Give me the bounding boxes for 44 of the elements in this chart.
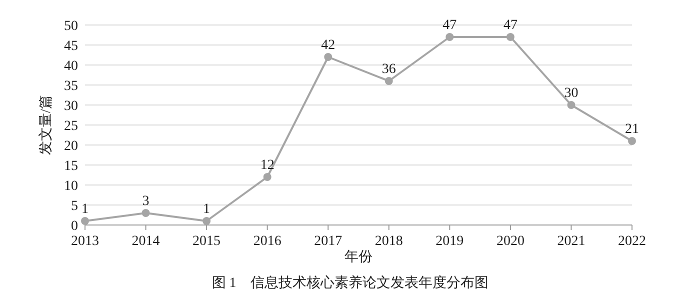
data-label: 47 xyxy=(442,18,457,33)
y-tick-label: 25 xyxy=(64,119,78,134)
y-axis-title: 发文量/篇 xyxy=(38,95,54,155)
data-label: 1 xyxy=(203,202,210,217)
point xyxy=(384,77,393,85)
data-label: 36 xyxy=(382,62,396,77)
point xyxy=(81,217,89,225)
y-tick-label: 10 xyxy=(64,179,78,194)
data-label: 3 xyxy=(142,194,150,209)
x-tick-label: 2022 xyxy=(618,234,646,249)
x-tick-label: 2020 xyxy=(496,234,524,249)
x-tick-label: 2016 xyxy=(253,234,282,249)
data-label: 1 xyxy=(82,202,88,217)
y-tick-label: 40 xyxy=(64,59,78,74)
point xyxy=(628,137,636,145)
data-label: 42 xyxy=(321,38,336,53)
point xyxy=(263,173,272,181)
x-tick-label: 2013 xyxy=(71,234,99,249)
y-tick-label: 5 xyxy=(71,199,78,214)
x-tick-label: 2017 xyxy=(314,234,342,249)
point xyxy=(506,33,514,41)
y-tick-label: 30 xyxy=(64,99,78,114)
data-label: 47 xyxy=(503,18,518,33)
point xyxy=(567,101,576,109)
point xyxy=(142,209,150,217)
x-tick-label: 2019 xyxy=(436,234,464,249)
x-tick-label: 2021 xyxy=(557,234,586,249)
y-tick-label: 0 xyxy=(71,219,78,234)
data-label: 12 xyxy=(260,158,274,173)
y-tick-label: 35 xyxy=(64,79,78,94)
y-tick-label: 45 xyxy=(64,39,78,54)
x-tick-label: 2015 xyxy=(192,234,221,249)
point xyxy=(324,53,332,61)
y-tick-label: 20 xyxy=(64,139,78,154)
x-tick-label: 2018 xyxy=(374,234,403,249)
y-tick-label: 15 xyxy=(64,159,78,174)
data-label: 21 xyxy=(625,122,639,137)
data-label: 30 xyxy=(564,86,578,101)
point xyxy=(202,217,211,225)
x-axis-title: 年份 xyxy=(344,249,372,265)
caption: 图 1 信息技术核心素养论文发表年度分布图 xyxy=(212,275,488,291)
y-tick-label: 50 xyxy=(64,19,78,34)
point xyxy=(446,33,454,41)
x-tick-label: 2014 xyxy=(132,234,160,249)
